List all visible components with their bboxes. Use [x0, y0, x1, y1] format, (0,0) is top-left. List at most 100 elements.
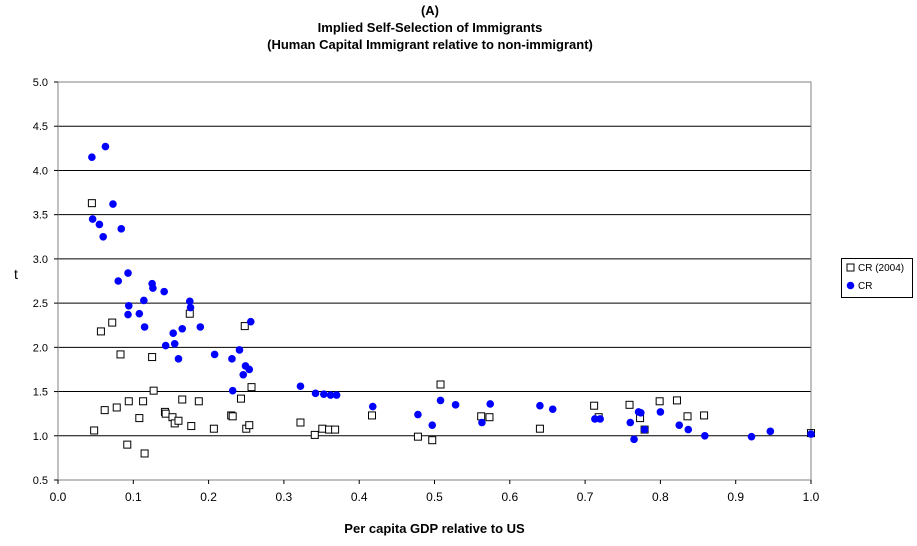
chart-title: Implied Self-Selection of Immigrants [317, 20, 543, 35]
open-square-icon [846, 263, 856, 273]
point-cr [747, 432, 756, 441]
point-cr-2004 [413, 432, 422, 441]
point-cr [656, 408, 665, 416]
x-tick-label: 0.0 [50, 490, 67, 504]
point-cr [185, 297, 194, 306]
x-tick-label: 0.7 [577, 490, 594, 504]
point-cr [88, 215, 97, 223]
x-tick-label: 0.1 [125, 490, 142, 504]
point-cr [807, 430, 815, 438]
point-cr [140, 296, 148, 305]
point-cr [436, 396, 445, 405]
point-cr [326, 391, 335, 399]
point-cr-2004 [209, 424, 218, 433]
point-cr [135, 309, 144, 318]
legend: CR (2004) CR [841, 258, 913, 298]
x-tick-label: 0.4 [351, 490, 368, 504]
point-cr [630, 435, 638, 444]
axes: 0.5 1.0 1.5 2.0 2.5 3.0 3.5 4.0 4.5 5.0 0.0 0.1 0.2 0… [33, 77, 820, 504]
point-cr [548, 405, 557, 414]
point-cr [88, 153, 96, 161]
point-cr-2004 [116, 350, 125, 359]
point-cr-2004 [139, 397, 148, 406]
point-cr-2004 [535, 424, 544, 433]
point-cr-2004 [247, 383, 256, 392]
y-tick-label: 2.0 [33, 342, 48, 354]
chart-panel-label: (A) [420, 3, 440, 18]
x-tick-label: 0.5 [426, 490, 443, 504]
point-cr [124, 301, 133, 310]
y-tick-label: 5.0 [33, 77, 48, 89]
legend-item-cr-2004: CR (2004) [842, 259, 912, 277]
point-cr-2004 [187, 422, 196, 431]
y-tick-label: 3.5 [33, 210, 48, 222]
legend-item-cr: CR [842, 277, 912, 295]
point-cr [228, 355, 236, 363]
point-cr-2004 [194, 397, 203, 406]
point-cr-2004 [296, 418, 305, 427]
point-cr [109, 200, 117, 208]
point-cr-2004 [485, 413, 494, 422]
point-cr [169, 329, 178, 337]
point-cr [451, 401, 460, 409]
point-cr [637, 408, 645, 417]
point-cr [414, 410, 422, 419]
point-cr-2004 [318, 424, 327, 433]
point-cr [766, 427, 775, 436]
point-cr [210, 350, 219, 359]
point-cr-2004 [96, 327, 105, 336]
point-cr-2004 [590, 401, 599, 410]
point-cr [124, 269, 132, 277]
point-cr [99, 232, 107, 241]
point-cr-2004 [185, 309, 194, 318]
point-cr-2004 [310, 430, 319, 439]
point-cr [117, 225, 126, 233]
point-cr-2004 [245, 421, 254, 430]
point-cr [596, 415, 604, 423]
x-tick-label: 0.8 [652, 490, 669, 504]
y-tick-label: 4.0 [33, 165, 48, 177]
x-axis-label: Per capita GDP relative to US [344, 521, 525, 536]
point-cr-2004 [140, 449, 149, 458]
point-cr-2004 [148, 353, 157, 362]
point-cr-2004 [149, 386, 158, 395]
point-cr-2004 [331, 425, 340, 434]
point-cr-2004 [108, 318, 117, 327]
point-cr [701, 431, 709, 440]
legend-label-cr-2004: CR (2004) [858, 262, 905, 274]
point-cr [591, 415, 599, 423]
point-cr-2004 [700, 411, 709, 420]
point-cr [675, 421, 684, 429]
y-tick-label: 3.0 [33, 254, 48, 266]
point-cr [486, 400, 495, 408]
point-cr [174, 355, 183, 363]
point-cr-2004 [368, 411, 377, 420]
x-tick-label: 0.2 [200, 490, 217, 504]
point-cr [311, 389, 320, 398]
point-cr [296, 382, 305, 391]
point-cr-2004 [428, 436, 437, 445]
point-cr-2004 [672, 396, 681, 405]
point-cr [246, 317, 255, 326]
point-cr-2004 [683, 412, 692, 421]
point-cr [235, 346, 244, 354]
x-tick-label: 0.9 [727, 490, 744, 504]
y-tick-label: 2.5 [33, 298, 48, 310]
point-cr-2004 [236, 394, 245, 403]
point-cr [478, 418, 486, 427]
point-cr-2004 [174, 416, 183, 425]
point-cr [186, 303, 195, 312]
point-cr-2004 [135, 414, 144, 423]
filled-circle-icon [846, 281, 856, 291]
chart-subtitle: (Human Capital Immigrant relative to non… [267, 37, 593, 52]
point-cr [160, 287, 168, 296]
y-tick-label: 1.0 [33, 431, 48, 443]
point-cr-2004 [178, 395, 187, 404]
point-cr [149, 284, 157, 292]
point-cr-2004 [124, 397, 133, 406]
point-cr-2004 [112, 403, 121, 412]
point-cr [332, 391, 341, 399]
legend-label-cr: CR [858, 280, 873, 292]
y-tick-label: 0.5 [33, 475, 48, 487]
